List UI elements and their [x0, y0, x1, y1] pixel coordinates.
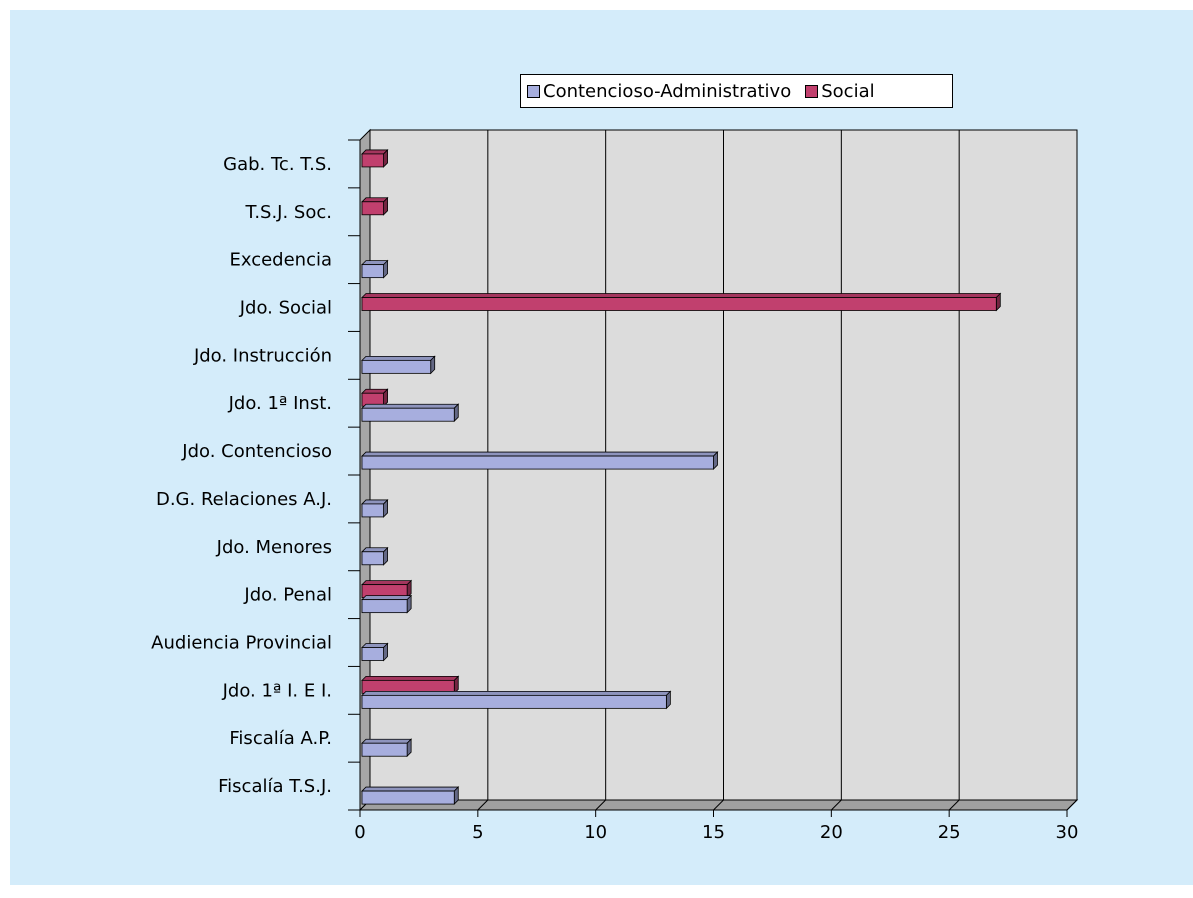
bar-social-top	[361, 675, 460, 681]
bar-chart: 0 5 10 15 20 25 30 Gab. Tc. T.S. T.S.J. Soc. Exce…	[151, 128, 1079, 843]
legend-label-social: Social	[821, 80, 875, 102]
legend-label-contencioso: Contencioso-Administrativo	[543, 80, 792, 102]
bar-contencioso-top	[361, 403, 460, 409]
bar-contencioso	[361, 264, 384, 279]
y-category-label: Jdo. Menores	[216, 537, 332, 558]
gridline-floor	[1066, 799, 1078, 811]
legend-swatch-social	[805, 84, 819, 98]
gridline-floor	[595, 799, 607, 811]
bar-contencioso-top	[361, 451, 719, 457]
x-tick-label: 15	[702, 822, 725, 843]
bar-contencioso	[361, 407, 455, 422]
bar-contencioso-top	[361, 355, 436, 361]
bar-social-top	[361, 580, 413, 586]
y-category-label: Jdo. 1ª I. E I.	[222, 680, 332, 701]
x-tick-label: 20	[820, 822, 843, 843]
bar-contencioso	[361, 551, 384, 566]
y-category-label: Jdo. Penal	[243, 585, 332, 606]
bar-social	[361, 153, 384, 168]
y-category-label: D.G. Relaciones A.J.	[156, 489, 332, 510]
bar-contencioso-top	[361, 786, 460, 792]
bar-contencioso	[361, 790, 455, 805]
x-tick-label: 25	[938, 822, 961, 843]
x-tick-label: 0	[354, 822, 365, 843]
bar-contencioso	[361, 694, 667, 709]
legend-swatch-contencioso	[527, 84, 540, 98]
y-category-label: Excedencia	[229, 250, 332, 271]
y-category-label: Jdo. Instrucción	[193, 345, 332, 366]
y-category-label: Jdo. Social	[239, 298, 332, 319]
x-tick-label: 10	[584, 822, 607, 843]
bar-social	[361, 201, 384, 216]
y-category-label: T.S.J. Soc.	[244, 202, 332, 223]
bar-contencioso	[361, 503, 384, 518]
bar-contencioso	[361, 742, 408, 757]
chart-background: 0 5 10 15 20 25 30 Gab. Tc. T.S. T.S.J. Soc. Exce…	[10, 10, 1193, 885]
gridline-floor	[948, 799, 960, 811]
bar-contencioso-top	[361, 595, 413, 601]
bar-contencioso-top	[361, 738, 413, 744]
y-category-label: Gab. Tc. T.S.	[223, 154, 332, 175]
y-category-label: Jdo. 1ª Inst.	[228, 393, 332, 414]
bar-contencioso	[361, 455, 714, 470]
legend: Contencioso-Administrativo Social	[520, 74, 953, 108]
y-category-label: Audiencia Provincial	[151, 633, 332, 654]
legend-item-social: Social	[805, 80, 875, 102]
legend-item-contencioso: Contencioso-Administrativo	[527, 81, 791, 102]
bar-social-top	[361, 293, 1002, 298]
gridline-floor	[830, 799, 842, 811]
y-category-label: Fiscalía A.P.	[229, 728, 332, 749]
x-tick-label: 5	[472, 822, 483, 843]
bar-contencioso	[361, 599, 408, 614]
gridline-floor	[477, 799, 489, 811]
y-category-label: Fiscalía T.S.J.	[218, 776, 332, 797]
bar-contencioso	[361, 359, 432, 374]
x-tick-label: 30	[1056, 822, 1079, 843]
gridline-floor	[713, 799, 724, 811]
bar-social	[361, 297, 997, 311]
bar-contencioso-top	[361, 690, 672, 696]
y-category-label: Jdo. Contencioso	[181, 441, 332, 462]
bar-contencioso	[361, 647, 384, 661]
